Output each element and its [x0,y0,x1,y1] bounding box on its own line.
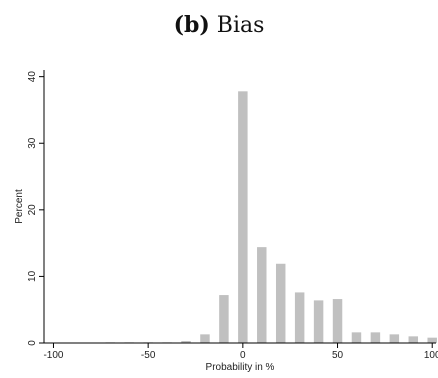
x-axis-title: Probability in % [206,362,275,373]
y-tick-label: 30 [27,137,38,149]
histogram-bar [238,91,248,343]
x-tick-label: 50 [332,350,344,361]
y-axis-title: Percent [14,189,25,224]
x-tick-label: 100 [424,350,438,361]
histogram-bar [351,332,362,343]
histogram-bar [200,334,210,343]
x-tick-label: -50 [141,350,156,361]
y-tick-label: 10 [27,270,38,282]
caption-tag: (b) [173,12,210,38]
histogram-bar [408,336,419,343]
histogram-bar [370,332,381,343]
caption-text: Bias [216,13,265,38]
y-tick-label: 40 [27,71,38,83]
y-tick-label: 0 [27,340,38,346]
histogram-bar [257,247,267,343]
histogram-bar [219,295,229,343]
histogram-bar [181,341,191,343]
histogram-bar [332,299,343,343]
histogram-bar [389,334,400,343]
x-tick-label: -100 [43,350,63,361]
bars-group [105,91,437,343]
histogram-bar [427,337,437,343]
histogram-bar [275,263,286,343]
y-tick-label: 20 [27,204,38,216]
histogram-bar [313,300,324,343]
x-tick-label: 0 [240,350,246,361]
figure-caption: (b) Bias [0,12,438,38]
y-ticks-group: 0 10 20 30 40 [27,71,44,346]
histogram-bar [294,292,305,343]
x-ticks-group: -100 -50 0 50 100 [43,343,438,361]
